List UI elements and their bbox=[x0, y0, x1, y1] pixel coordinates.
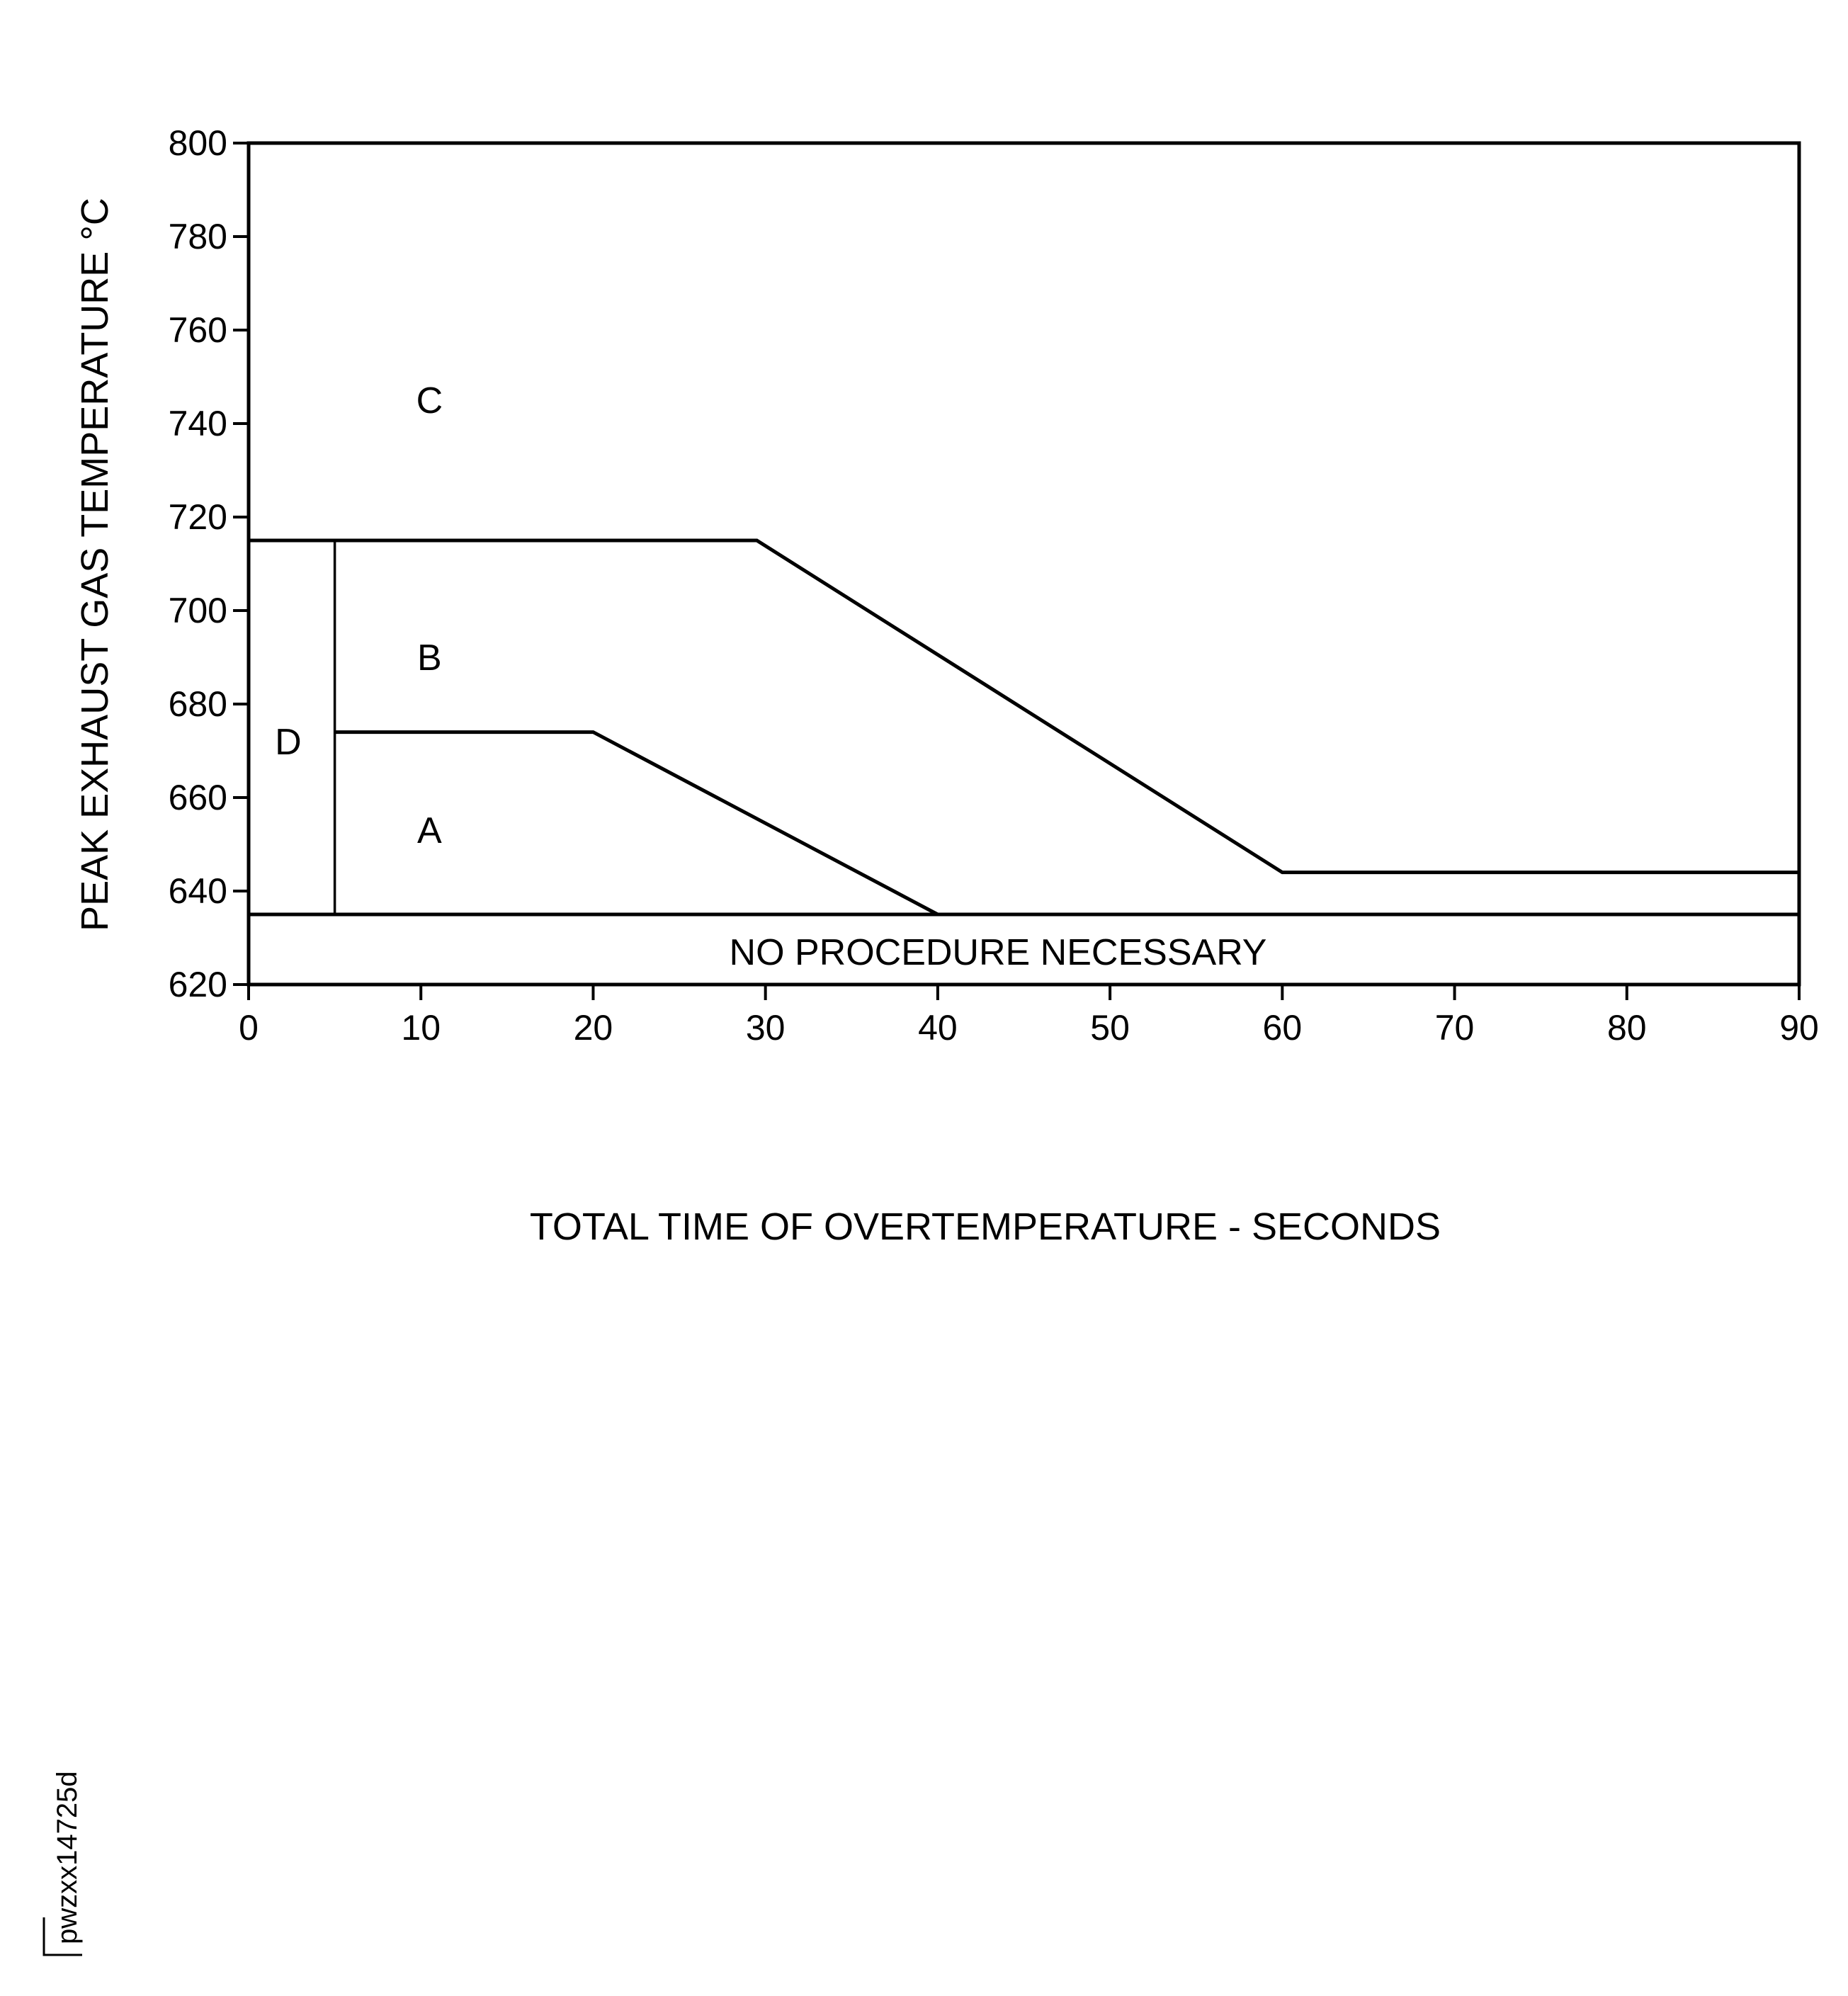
y-tick-label: 760 bbox=[169, 310, 227, 350]
x-tick-label: 0 bbox=[239, 1008, 259, 1048]
y-tick-label: 800 bbox=[169, 123, 227, 163]
figure-id-label: pwzxx14725d bbox=[42, 1771, 83, 1956]
region-label: B bbox=[417, 637, 442, 679]
plot-frame bbox=[246, 141, 1801, 987]
figure-id: pwzxx14725d bbox=[52, 1771, 83, 1944]
y-tick-label: 660 bbox=[169, 778, 227, 817]
y-tick-label: 640 bbox=[169, 871, 227, 911]
y-axis-title: PEAK EXHAUST GAS TEMPERATURE °C bbox=[74, 198, 116, 931]
x-tick-label: 30 bbox=[746, 1008, 786, 1048]
x-tick-label: 80 bbox=[1607, 1008, 1647, 1048]
region-label: A bbox=[417, 810, 442, 851]
boundary-line bbox=[334, 730, 939, 917]
x-tick-label: 20 bbox=[574, 1008, 613, 1048]
y-tick-label: 680 bbox=[169, 684, 227, 724]
x-tick-label: 10 bbox=[401, 1008, 441, 1048]
y-tick-label: 780 bbox=[169, 217, 227, 256]
x-tick-label: 90 bbox=[1779, 1008, 1819, 1048]
x-tick-label: 60 bbox=[1263, 1008, 1303, 1048]
y-tick-label: 720 bbox=[169, 497, 227, 537]
y-tick-label: 740 bbox=[169, 404, 227, 443]
boundary-line bbox=[249, 538, 1799, 875]
x-tick-label: 70 bbox=[1435, 1008, 1475, 1048]
region-label: C bbox=[416, 380, 443, 421]
x-tick-label: 40 bbox=[918, 1008, 958, 1048]
y-tick-label: 620 bbox=[169, 965, 227, 1004]
region-label: D bbox=[275, 722, 302, 763]
figure-id-bracket bbox=[42, 1917, 82, 1956]
y-tick-label: 700 bbox=[169, 591, 227, 630]
x-axis-title: TOTAL TIME OF OVERTEMPERATURE - SECONDS bbox=[530, 1206, 1441, 1248]
x-tick-label: 50 bbox=[1090, 1008, 1130, 1048]
region-label: NO PROCEDURE NECESSARY bbox=[730, 932, 1267, 973]
